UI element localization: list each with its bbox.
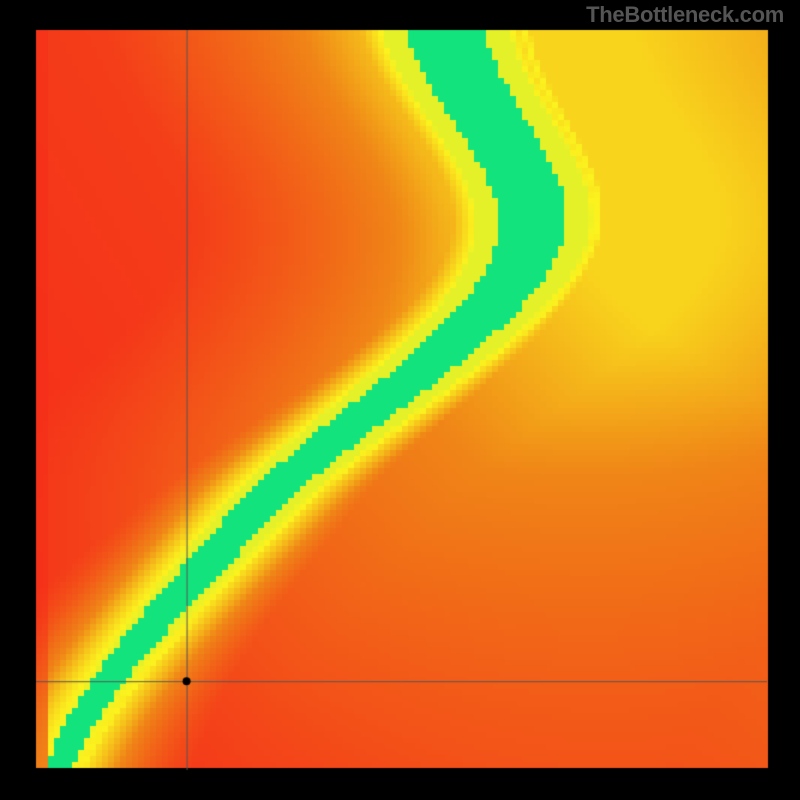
chart-container: TheBottleneck.com — [0, 0, 800, 800]
watermark-text: TheBottleneck.com — [586, 2, 784, 28]
bottleneck-heatmap — [0, 0, 800, 800]
